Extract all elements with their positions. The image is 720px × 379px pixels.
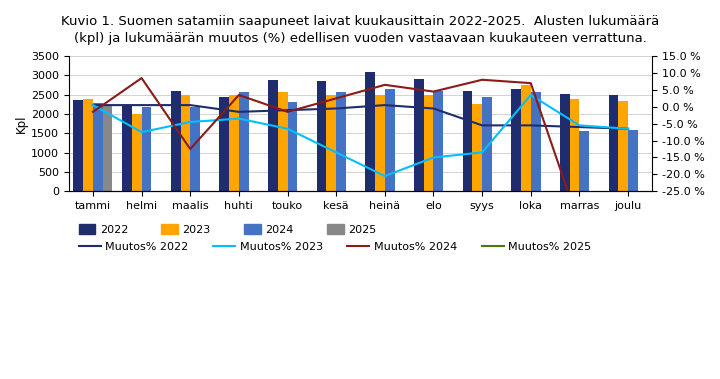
Bar: [122, 105, 132, 191]
Muutos% 2022: [526, 123, 535, 128]
Muutos% 2024: [624, 213, 632, 217]
Muutos% 2023: [89, 103, 97, 107]
Bar: [181, 96, 190, 191]
Bar: [570, 99, 580, 191]
Line: Muutos% 2024: Muutos% 2024: [93, 78, 628, 225]
Bar: [336, 92, 346, 191]
Muutos% 2023: [429, 155, 438, 160]
Bar: [142, 108, 151, 191]
Muutos% 2024: [526, 81, 535, 85]
Bar: [103, 105, 112, 191]
Bar: [229, 96, 239, 191]
Bar: [268, 80, 278, 191]
Muutos% 2024: [478, 77, 487, 82]
Bar: [560, 94, 570, 191]
Bar: [414, 78, 424, 191]
Muutos% 2022: [283, 108, 292, 113]
Bar: [365, 72, 375, 191]
Bar: [521, 85, 531, 191]
Bar: [317, 81, 326, 191]
Bar: [433, 91, 444, 191]
Muutos% 2024: [380, 83, 389, 87]
Bar: [239, 92, 248, 191]
Muutos% 2024: [575, 223, 584, 227]
Muutos% 2023: [283, 127, 292, 131]
Muutos% 2022: [138, 103, 146, 107]
Bar: [531, 92, 541, 191]
Y-axis label: Kpl: Kpl: [15, 114, 28, 133]
Legend: Muutos% 2022, Muutos% 2023, Muutos% 2024, Muutos% 2025: Muutos% 2022, Muutos% 2023, Muutos% 2024…: [74, 237, 596, 256]
Muutos% 2022: [478, 123, 487, 128]
Bar: [93, 103, 103, 191]
Bar: [375, 95, 384, 191]
Muutos% 2023: [332, 150, 341, 155]
Line: Muutos% 2022: Muutos% 2022: [93, 105, 628, 129]
Muutos% 2023: [478, 150, 487, 155]
Muutos% 2024: [89, 110, 97, 114]
Bar: [472, 104, 482, 191]
Bar: [171, 91, 181, 191]
Bar: [580, 131, 589, 191]
Muutos% 2022: [235, 110, 243, 114]
Bar: [190, 108, 200, 191]
Muutos% 2022: [575, 125, 584, 129]
Bar: [278, 92, 287, 191]
Muutos% 2024: [429, 89, 438, 94]
Muutos% 2024: [186, 147, 194, 151]
Muutos% 2023: [138, 130, 146, 135]
Bar: [424, 95, 433, 191]
Muutos% 2024: [138, 76, 146, 80]
Bar: [220, 97, 229, 191]
Muutos% 2023: [526, 93, 535, 97]
Muutos% 2022: [624, 127, 632, 131]
Muutos% 2023: [380, 174, 389, 179]
Bar: [132, 114, 142, 191]
Muutos% 2022: [332, 106, 341, 111]
Bar: [608, 95, 618, 191]
Bar: [73, 100, 84, 191]
Title: Kuvio 1. Suomen satamiin saapuneet laivat kuukausittain 2022-2025.  Alusten luku: Kuvio 1. Suomen satamiin saapuneet laiva…: [61, 15, 660, 45]
Muutos% 2024: [283, 110, 292, 114]
Bar: [511, 89, 521, 191]
Muutos% 2022: [429, 106, 438, 111]
Muutos% 2023: [235, 116, 243, 121]
Bar: [628, 130, 638, 191]
Bar: [287, 102, 297, 191]
Muutos% 2022: [186, 103, 194, 107]
Bar: [482, 97, 492, 191]
Line: Muutos% 2023: Muutos% 2023: [93, 95, 628, 176]
Bar: [463, 91, 472, 191]
Muutos% 2023: [186, 120, 194, 124]
Muutos% 2023: [575, 123, 584, 128]
Muutos% 2022: [380, 103, 389, 107]
Bar: [84, 99, 93, 191]
Bar: [326, 95, 336, 191]
Muutos% 2024: [332, 96, 341, 100]
Bar: [384, 89, 395, 191]
Muutos% 2024: [235, 93, 243, 97]
Bar: [618, 101, 628, 191]
Muutos% 2023: [624, 127, 632, 131]
Muutos% 2022: [89, 103, 97, 107]
